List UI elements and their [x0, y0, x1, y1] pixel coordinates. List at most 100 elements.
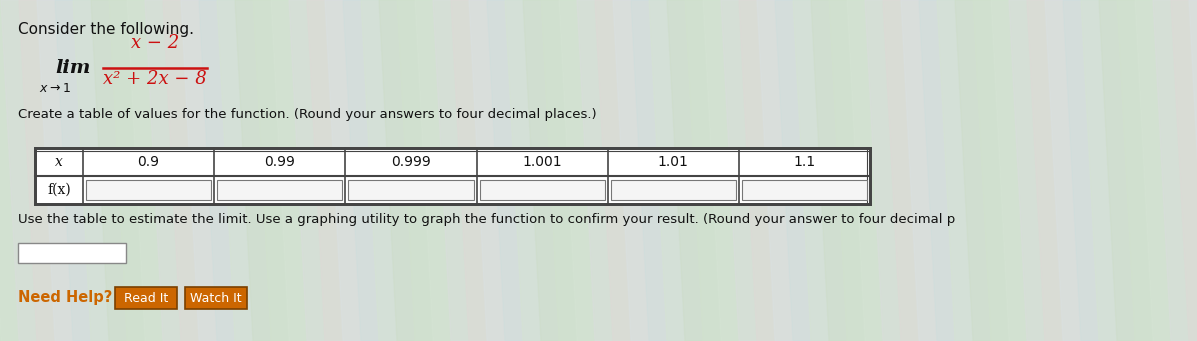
- Polygon shape: [433, 0, 792, 341]
- Polygon shape: [812, 0, 1169, 341]
- Bar: [610, 180, 736, 200]
- Polygon shape: [0, 0, 342, 341]
- Polygon shape: [1117, 0, 1197, 341]
- Polygon shape: [1171, 0, 1197, 341]
- Polygon shape: [1009, 0, 1197, 341]
- Polygon shape: [73, 0, 432, 341]
- Bar: [86, 180, 211, 200]
- Polygon shape: [0, 0, 18, 341]
- Polygon shape: [0, 0, 306, 341]
- Polygon shape: [0, 0, 54, 341]
- Text: Need Help?: Need Help?: [18, 290, 113, 305]
- Polygon shape: [685, 0, 1044, 341]
- Polygon shape: [451, 0, 810, 341]
- Polygon shape: [37, 0, 396, 341]
- Polygon shape: [937, 0, 1197, 341]
- Polygon shape: [631, 0, 990, 341]
- Polygon shape: [397, 0, 757, 341]
- Text: 0.999: 0.999: [391, 155, 431, 169]
- Polygon shape: [199, 0, 558, 341]
- Polygon shape: [559, 0, 918, 341]
- Polygon shape: [1081, 0, 1197, 341]
- Polygon shape: [757, 0, 1116, 341]
- Text: f(x): f(x): [47, 183, 71, 197]
- Polygon shape: [830, 0, 1187, 341]
- Polygon shape: [523, 0, 882, 341]
- Polygon shape: [865, 0, 1197, 341]
- Bar: [186, 287, 247, 309]
- Text: x − 2: x − 2: [130, 34, 180, 52]
- Polygon shape: [0, 0, 288, 341]
- Polygon shape: [541, 0, 900, 341]
- Polygon shape: [774, 0, 1134, 341]
- Polygon shape: [1153, 0, 1197, 341]
- Bar: [35, 148, 870, 204]
- Polygon shape: [0, 0, 162, 341]
- Polygon shape: [703, 0, 1062, 341]
- Polygon shape: [0, 0, 215, 341]
- Polygon shape: [847, 0, 1197, 341]
- Polygon shape: [0, 0, 144, 341]
- Polygon shape: [955, 0, 1197, 341]
- Polygon shape: [163, 0, 522, 341]
- Polygon shape: [613, 0, 972, 341]
- Polygon shape: [973, 0, 1197, 341]
- Text: Create a table of values for the function. (Round your answers to four decimal p: Create a table of values for the functio…: [18, 108, 596, 121]
- Polygon shape: [1045, 0, 1197, 341]
- Polygon shape: [667, 0, 1026, 341]
- Polygon shape: [55, 0, 414, 341]
- Text: Use the table to estimate the limit. Use a graphing utility to graph the functio: Use the table to estimate the limit. Use…: [18, 213, 955, 226]
- Polygon shape: [253, 0, 612, 341]
- Polygon shape: [1099, 0, 1197, 341]
- Polygon shape: [306, 0, 666, 341]
- Text: 0.99: 0.99: [265, 155, 296, 169]
- Polygon shape: [361, 0, 721, 341]
- Polygon shape: [1135, 0, 1197, 341]
- Polygon shape: [109, 0, 468, 341]
- Polygon shape: [0, 0, 324, 341]
- Polygon shape: [901, 0, 1197, 341]
- Polygon shape: [792, 0, 1152, 341]
- Polygon shape: [1063, 0, 1197, 341]
- Text: Watch It: Watch It: [190, 292, 242, 305]
- Polygon shape: [577, 0, 936, 341]
- Polygon shape: [505, 0, 864, 341]
- Polygon shape: [271, 0, 630, 341]
- Text: Consider the following.: Consider the following.: [18, 22, 194, 37]
- Polygon shape: [344, 0, 701, 341]
- Polygon shape: [469, 0, 828, 341]
- Text: x: x: [55, 155, 63, 169]
- Polygon shape: [649, 0, 1008, 341]
- Polygon shape: [0, 0, 108, 341]
- Polygon shape: [288, 0, 648, 341]
- Polygon shape: [326, 0, 683, 341]
- Bar: [742, 180, 867, 200]
- Polygon shape: [127, 0, 486, 341]
- Polygon shape: [181, 0, 540, 341]
- Text: 1.01: 1.01: [658, 155, 688, 169]
- Bar: [480, 180, 604, 200]
- Polygon shape: [487, 0, 846, 341]
- Polygon shape: [919, 0, 1197, 341]
- Polygon shape: [91, 0, 450, 341]
- Polygon shape: [721, 0, 1080, 341]
- Polygon shape: [991, 0, 1197, 341]
- Text: 0.9: 0.9: [138, 155, 159, 169]
- Polygon shape: [1027, 0, 1197, 341]
- Bar: [18, 243, 126, 263]
- Polygon shape: [0, 0, 271, 341]
- Polygon shape: [883, 0, 1197, 341]
- Polygon shape: [0, 0, 36, 341]
- Polygon shape: [235, 0, 594, 341]
- Polygon shape: [0, 0, 126, 341]
- Polygon shape: [379, 0, 739, 341]
- Polygon shape: [0, 0, 253, 341]
- Bar: [35, 148, 870, 204]
- Text: Read It: Read It: [123, 292, 168, 305]
- Polygon shape: [0, 0, 90, 341]
- Text: lim: lim: [55, 59, 91, 77]
- Bar: [348, 180, 474, 200]
- Polygon shape: [0, 0, 198, 341]
- Text: 1.1: 1.1: [794, 155, 815, 169]
- Polygon shape: [1189, 0, 1197, 341]
